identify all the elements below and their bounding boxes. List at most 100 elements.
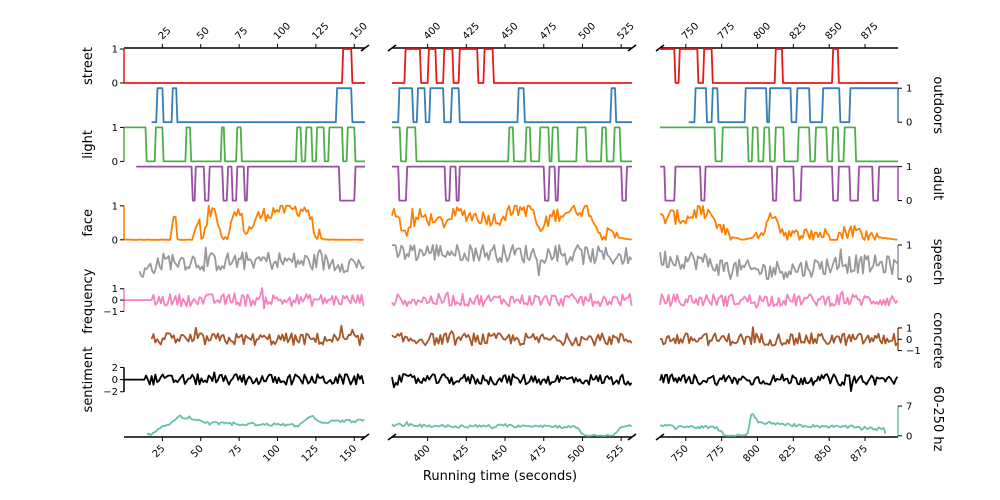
hz-row-label: 60-250 hz — [930, 386, 945, 451]
bottom-tick-label: 150 — [338, 443, 359, 464]
hz-y-tick-label: 0 — [906, 431, 912, 442]
sentiment-row-label: sentiment — [81, 347, 96, 413]
axis-break-mark — [360, 433, 370, 441]
axis-break-mark — [627, 433, 637, 441]
top-tick-label: 775 — [716, 21, 737, 42]
light-series-line-segment-3 — [660, 126, 898, 163]
adult-series-line-segment-1 — [136, 165, 365, 202]
bottom-tick-label: 50 — [189, 443, 206, 460]
concrete-y-tick-label: 0 — [906, 335, 912, 346]
axis-break-mark — [655, 433, 665, 441]
outdoors-y-tick-label: 1 — [906, 84, 912, 95]
top-tick-label: 50 — [195, 25, 212, 42]
street-y-tick-label: 1 — [112, 45, 118, 56]
face-row-label: face — [81, 209, 96, 237]
light-y-tick-label: 1 — [112, 123, 118, 134]
speech-series-line-segment-3 — [659, 248, 899, 280]
frequency-series-line-segment-1 — [124, 287, 365, 310]
bottom-tick-label: 425 — [450, 443, 471, 464]
sentiment-y-tick-label: 2 — [112, 363, 118, 374]
concrete-y-tick-label: 1 — [906, 323, 912, 334]
bottom-tick-label: 400 — [411, 443, 432, 464]
top-tick-label: 750 — [680, 21, 701, 42]
top-tick-label: 425 — [461, 21, 482, 42]
sentiment-series-line-segment-1 — [124, 371, 365, 386]
outdoors-series-line-segment-1 — [151, 87, 365, 124]
face-y-tick-label: 1 — [112, 201, 118, 212]
top-tick-label: 75 — [233, 25, 250, 42]
top-tick-label: 525 — [616, 21, 637, 42]
concrete-y-tick-label: −1 — [906, 346, 921, 357]
concrete-series-line-segment-3 — [660, 326, 899, 347]
sentiment-y-tick-label: 0 — [112, 375, 118, 386]
axis-break-mark — [387, 44, 397, 52]
light-series-line-segment-1 — [124, 126, 365, 163]
top-tick-label: 150 — [349, 21, 370, 42]
bottom-tick-label: 125 — [300, 443, 321, 464]
bottom-tick-label: 25 — [151, 443, 168, 460]
face-series-line-segment-2 — [391, 204, 632, 241]
outdoors-row-label: outdoors — [930, 76, 945, 134]
speech-series-line-segment-2 — [391, 244, 633, 277]
top-tick-label: 25 — [157, 25, 174, 42]
bottom-tick-label: 100 — [261, 443, 282, 464]
street-y-tick-label: 0 — [112, 79, 118, 90]
adult-series-line-segment-3 — [660, 165, 898, 202]
outdoors-series-line-segment-2 — [392, 87, 632, 124]
speech-row-label: speech — [930, 239, 945, 285]
concrete-row-label: concrete — [930, 312, 945, 369]
adult-y-tick-label: 0 — [906, 196, 912, 207]
top-tick-label: 100 — [272, 21, 293, 42]
top-tick-label: 475 — [538, 21, 559, 42]
axis-break-mark — [627, 44, 637, 52]
top-tick-label: 850 — [824, 21, 845, 42]
sentiment-series-line-segment-2 — [391, 373, 633, 389]
hz-series-line-segment-1 — [146, 414, 365, 437]
street-series-line-segment-2 — [392, 48, 632, 84]
face-y-tick-label: 0 — [112, 235, 118, 246]
hz-series-line-segment-3 — [659, 413, 887, 437]
adult-series-line-segment-2 — [392, 165, 632, 202]
frequency-row-label: frequency — [81, 268, 96, 334]
axis-break-mark — [360, 44, 370, 52]
bottom-tick-label: 750 — [670, 443, 691, 464]
concrete-series-line-segment-1 — [150, 324, 365, 347]
bottom-tick-label: 500 — [566, 443, 587, 464]
sentiment-y-tick-label: −2 — [103, 387, 118, 398]
top-tick-label: 125 — [310, 21, 331, 42]
bottom-tick-label: 875 — [849, 443, 870, 464]
face-series-line-segment-1 — [123, 204, 364, 241]
bottom-tick-label: 800 — [741, 443, 762, 464]
axis-break-mark — [387, 433, 397, 441]
street-row-label: street — [81, 47, 96, 85]
top-tick-label: 800 — [752, 21, 773, 42]
bottom-tick-label: 75 — [227, 443, 244, 460]
top-tick-label: 500 — [577, 21, 598, 42]
hz-series-line-segment-2 — [391, 421, 633, 437]
concrete-series-line-segment-2 — [391, 330, 633, 347]
light-series-line-segment-2 — [392, 126, 632, 163]
outdoors-series-line-segment-3 — [688, 87, 898, 124]
adult-y-tick-label: 1 — [906, 162, 912, 173]
bottom-tick-label: 850 — [813, 443, 834, 464]
frequency-y-tick-label: 0 — [112, 296, 118, 307]
bottom-tick-label: 475 — [528, 443, 549, 464]
bottom-tick-label: 525 — [605, 443, 626, 464]
speech-y-tick-label: 1 — [906, 241, 912, 252]
top-tick-label: 825 — [788, 21, 809, 42]
frequency-series-line-segment-3 — [659, 290, 899, 309]
outdoors-y-tick-label: 0 — [906, 118, 912, 129]
speech-y-tick-label: 0 — [906, 275, 912, 286]
light-y-tick-label: 0 — [112, 157, 118, 168]
street-series-line-segment-3 — [660, 48, 898, 84]
bottom-tick-label: 775 — [705, 443, 726, 464]
street-series-line-segment-1 — [124, 48, 365, 84]
hz-y-tick-label: 7 — [906, 402, 912, 413]
top-tick-label: 450 — [499, 21, 520, 42]
frequency-series-line-segment-2 — [391, 291, 633, 308]
face-series-line-segment-3 — [659, 205, 898, 241]
x-axis-title: Running time (seconds) — [423, 469, 577, 484]
top-tick-label: 875 — [859, 21, 880, 42]
